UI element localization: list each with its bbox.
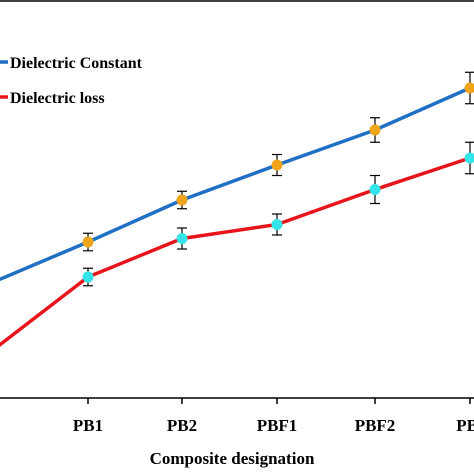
x-tick-label: PBF2 bbox=[355, 416, 396, 435]
legend-label-dielectric-loss: Dielectric loss bbox=[10, 90, 105, 107]
series-line bbox=[0, 86, 471, 282]
data-point bbox=[82, 236, 94, 248]
data-point bbox=[464, 152, 474, 164]
data-point bbox=[176, 233, 188, 244]
x-tick-labels: PB1 PB2 PBF1 PBF2 PB- bbox=[73, 416, 474, 435]
x-axis-title: Composite designation bbox=[150, 449, 315, 468]
data-point bbox=[271, 219, 283, 230]
legend: Dielectric Constant Dielectric loss bbox=[0, 55, 143, 107]
series-dielectric-constant bbox=[0, 71, 474, 282]
x-ticks bbox=[87, 398, 471, 404]
x-tick-label: PB- bbox=[456, 416, 474, 435]
data-point bbox=[464, 82, 474, 94]
legend-label-dielectric-constant: Dielectric Constant bbox=[10, 55, 143, 72]
data-point bbox=[369, 184, 381, 195]
data-point bbox=[82, 271, 94, 283]
series-line bbox=[0, 156, 471, 347]
data-point bbox=[176, 194, 188, 206]
data-point bbox=[369, 124, 381, 136]
x-tick-label: PB2 bbox=[167, 416, 197, 435]
axes bbox=[0, 0, 474, 399]
data-point bbox=[271, 159, 283, 171]
x-tick-label: PB1 bbox=[73, 416, 103, 435]
series-dielectric-loss bbox=[0, 141, 474, 347]
series-layer bbox=[0, 71, 474, 347]
x-tick-label: PBF1 bbox=[257, 416, 298, 435]
